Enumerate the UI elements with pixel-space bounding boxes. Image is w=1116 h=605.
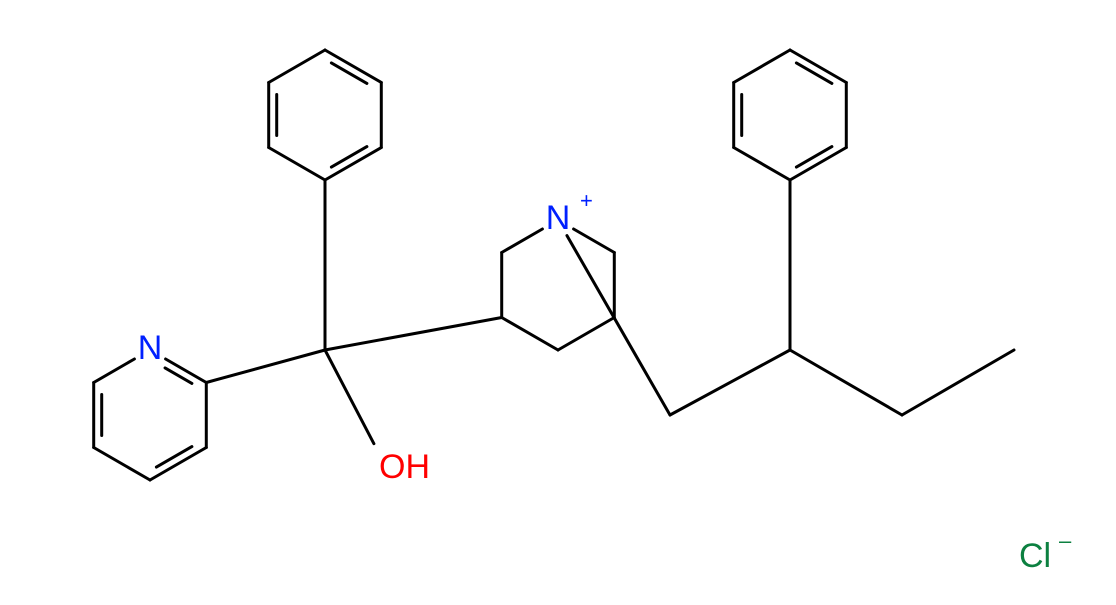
bond-chain-3 [902, 350, 1014, 415]
phenyl_upper_right-bond [790, 148, 846, 181]
phenyl_upper_left-bond [325, 148, 381, 181]
piperidinium-n-label: N [546, 199, 571, 237]
bond-Nplus-chain [567, 236, 670, 415]
phenyl_upper_left-bond [269, 148, 325, 181]
bond-chain-1 [670, 350, 790, 415]
piperidinium-charge-label: + [580, 188, 593, 213]
phenyl_upper_left-bond [325, 50, 381, 83]
bond-chain-2 [790, 350, 902, 415]
molecule-diagram: N N + OH Cl– [0, 0, 1116, 605]
oh-label: OH [379, 448, 430, 486]
phenyl_upper_right-bond [790, 50, 846, 83]
phenyl_upper_left-double-bond [331, 147, 367, 168]
phenyl_upper_right-bond [734, 148, 790, 181]
pyridine-bond [94, 448, 150, 481]
phenyl_upper_right-bond [734, 50, 790, 83]
piperidinium-bond [558, 318, 614, 351]
pyridine-bond [94, 359, 135, 383]
pyridine-bond [150, 448, 206, 481]
phenyl_upper_right-double-bond [796, 63, 832, 83]
chloride-charge: – [1059, 528, 1072, 553]
bond-quatC-pyridine [206, 350, 325, 383]
phenyl_upper_left-double-bond [331, 63, 367, 83]
pyridine-n-label: N [138, 329, 163, 367]
chloride-label: Cl [1019, 537, 1051, 575]
bond-quatC-OH [325, 350, 374, 444]
piperidinium-bond [574, 229, 615, 253]
pyridine-double-bond [156, 447, 192, 468]
piperidinium-bond [502, 318, 558, 351]
piperidinium-bond [502, 229, 543, 253]
phenyl_upper_left-bond [269, 50, 325, 83]
bond-quatC-piperidinium [325, 318, 502, 351]
phenyl_upper_right-double-bond [796, 147, 832, 168]
